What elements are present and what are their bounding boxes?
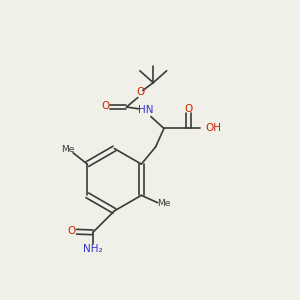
Text: O: O bbox=[68, 226, 76, 236]
Text: O: O bbox=[136, 87, 145, 97]
Text: NH₂: NH₂ bbox=[83, 244, 102, 254]
Text: Me: Me bbox=[61, 146, 74, 154]
Text: O: O bbox=[102, 101, 110, 111]
Text: Me: Me bbox=[158, 199, 171, 208]
Text: O: O bbox=[184, 104, 192, 114]
Text: OH: OH bbox=[205, 123, 221, 133]
Text: HN: HN bbox=[138, 105, 154, 115]
